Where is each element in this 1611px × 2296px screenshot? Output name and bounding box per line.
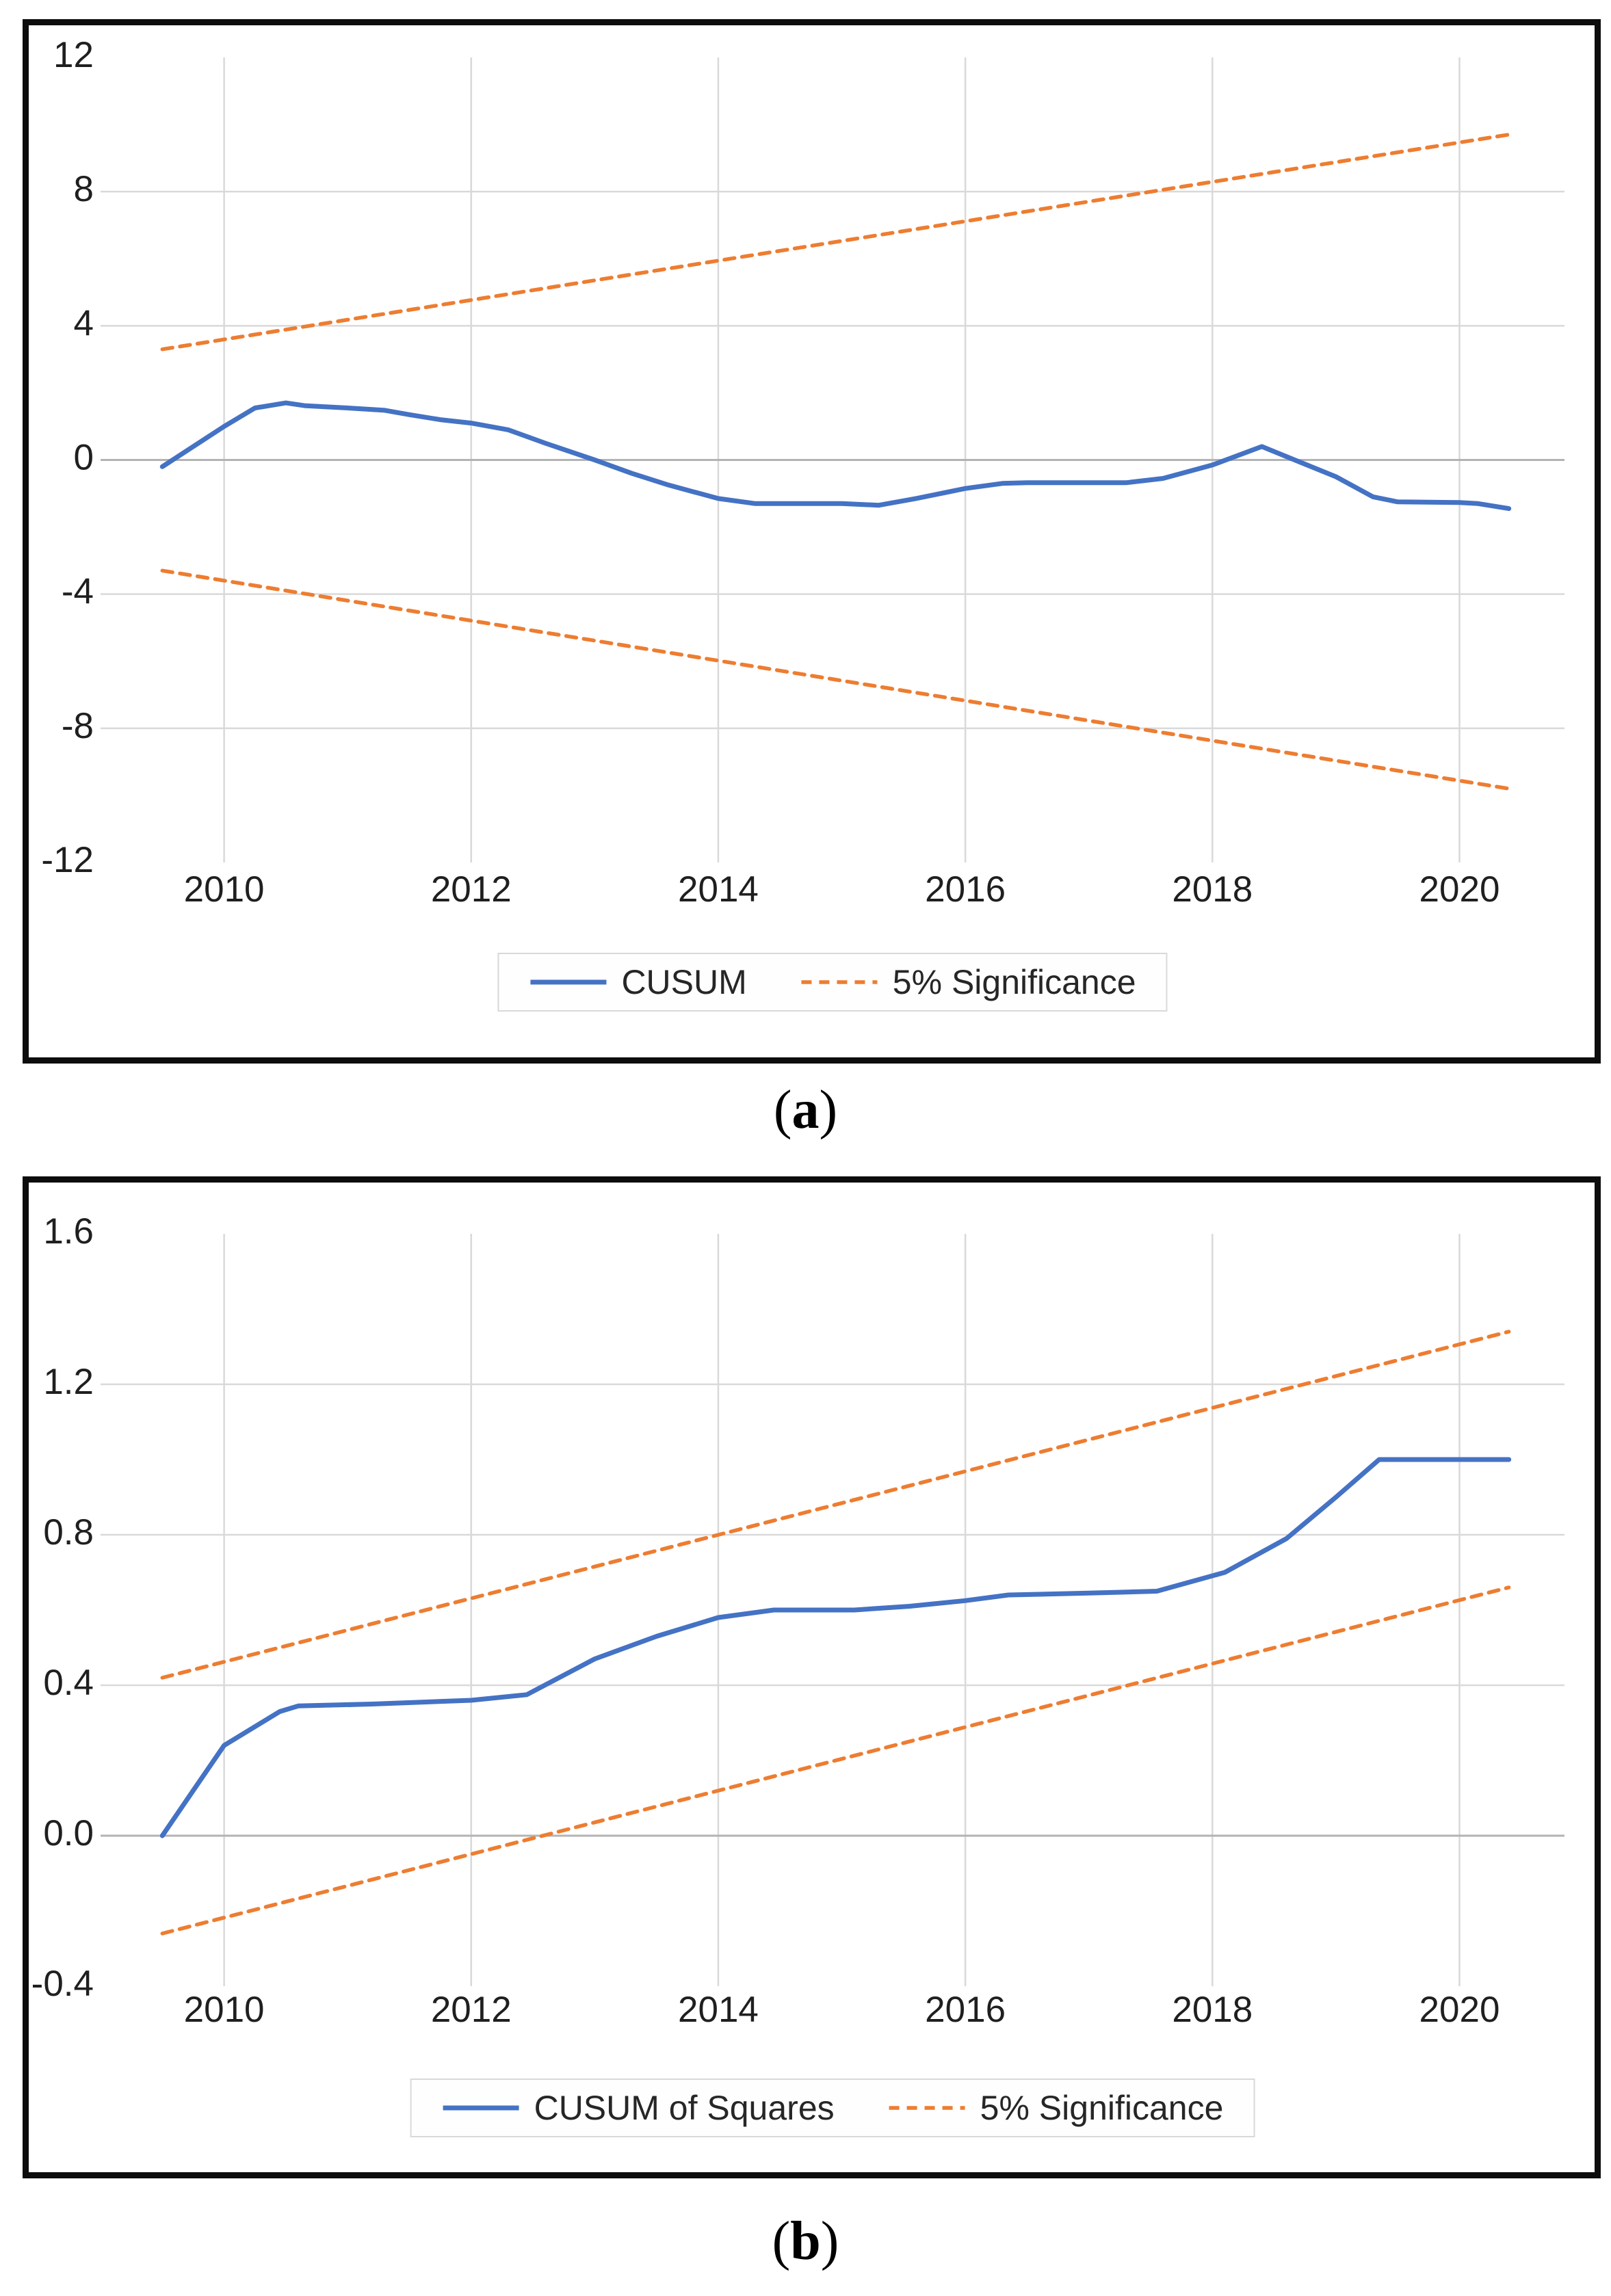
significance-upper-line [160,1330,1511,1680]
y-tick-label: 1.2 [43,1362,94,1402]
caption-b-close-paren: ) [820,2211,839,2271]
significance-lower-line [160,568,1511,791]
legend-label: CUSUM [621,963,747,1001]
x-tick-label: 2016 [925,869,1006,910]
caption-b-open-paren: ( [772,2211,791,2271]
y-tick-label: -0.4 [31,1964,94,2004]
x-tick-label: 2012 [431,869,512,910]
x-tick-label: 2012 [431,1990,512,2030]
y-tick-label: -12 [41,840,94,880]
y-tick-label: 0 [74,438,94,478]
x-tick-label: 2020 [1419,1990,1500,2030]
y-tick-label: 4 [74,303,94,343]
caption-a-open-paren: ( [773,1080,792,1140]
x-tick-label: 2014 [678,869,759,910]
significance-lower-line [160,1585,1511,1936]
cusum-squares-chart-legend: CUSUM of Squares 5% Significance [410,2079,1255,2137]
y-tick-label: 0.4 [43,1663,94,1703]
significance-upper-line [160,133,1511,352]
legend-item-cusum-of-squares: CUSUM of Squares [442,2091,835,2125]
x-tick-label: 2020 [1419,869,1500,910]
x-tick-label: 2018 [1172,869,1253,910]
caption-a: (a) [0,1079,1611,1142]
legend-item-cusum: CUSUM [529,963,747,1001]
dashed-line-swatch-icon [801,980,878,984]
x-tick-label: 2016 [925,1990,1006,2030]
caption-b-letter: b [790,2211,821,2271]
x-tick-label: 2018 [1172,1990,1253,2030]
solid-line-swatch-icon [443,2105,519,2111]
legend-item-5-significance: 5% Significance [888,2089,1224,2127]
x-tick-label: 2010 [184,1990,265,2030]
x-tick-label: 2014 [678,1990,759,2030]
caption-a-letter: a [791,1080,820,1140]
panel-a-cusum-chart-frame: 12 8 4 0 -4 -8 -12 2010 2012 2014 2016 2018 2020 CUS… [23,19,1601,1064]
legend-item-5-significance: 5% Significance [800,965,1136,999]
y-tick-label: 0.8 [43,1512,94,1553]
x-tick-label: 2010 [184,869,265,910]
y-tick-label: 8 [74,169,94,209]
y-tick-label: 0.0 [43,1813,94,1853]
solid-line-swatch-icon [530,979,607,985]
caption-a-close-paren: ) [819,1080,838,1140]
legend-label: CUSUM of Squares [534,2089,835,2127]
legend-label: 5% Significance [980,2089,1224,2127]
dashed-line-swatch-icon [889,2106,965,2110]
y-tick-label: 12 [53,35,94,75]
panel-b-cusum-squares-chart-frame: 1.6 1.2 0.8 0.4 0.0 -0.4 2010 2012 2014 2016 2018 2… [23,1176,1601,2178]
y-tick-label: -8 [62,706,94,746]
cusum-line [159,400,1512,512]
y-tick-label: 1.6 [43,1211,94,1252]
caption-b: (b) [0,2211,1611,2273]
cusum-squares-chart: 1.6 1.2 0.8 0.4 0.0 -0.4 2010 2012 2014 2016 2018 2… [31,1211,1564,2030]
cusum-chart-legend: CUSUM 5% Significance [497,953,1168,1012]
legend-label: 5% Significance [892,963,1136,1001]
cusum-chart: 12 8 4 0 -4 -8 -12 2010 2012 2014 2016 2018 2020 [41,35,1564,910]
y-tick-label: -4 [62,572,94,612]
cusum-of-squares-line [159,1457,1512,1838]
